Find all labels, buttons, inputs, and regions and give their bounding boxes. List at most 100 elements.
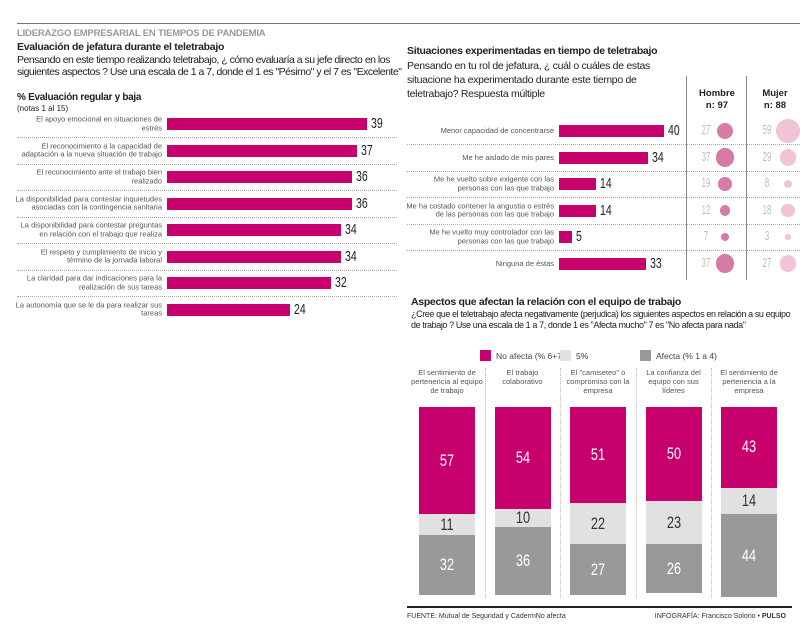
segment-value: 22 xyxy=(590,513,606,533)
column-separator xyxy=(711,368,713,598)
hombre-value: 12 xyxy=(701,201,711,217)
segment-value: 54 xyxy=(515,447,530,467)
bar-label: Me he aislado de mis pares xyxy=(462,152,554,162)
stacked-segment xyxy=(419,514,475,535)
segment-value: 32 xyxy=(439,554,455,574)
bar-label: El apoyo emocional en situaciones de est… xyxy=(36,114,162,132)
segment-value: 43 xyxy=(741,437,757,457)
bar-label: El reconocimiento a la capacidad de adap… xyxy=(21,141,162,159)
legend-swatch xyxy=(480,350,491,361)
hombre-label: Hombre xyxy=(699,88,735,99)
hombre-value: 37 xyxy=(701,254,711,270)
stacked-segment xyxy=(494,508,551,528)
row-separator xyxy=(17,216,397,218)
chart3-question: ¿Cree que el teletrabajo afecta negativa… xyxy=(411,309,791,330)
value-label: 37 xyxy=(360,141,373,159)
mujer-bubble xyxy=(779,255,797,272)
divider xyxy=(746,76,747,280)
stacked-segment xyxy=(419,534,475,595)
value-label: 32 xyxy=(335,274,347,291)
hombre-bubble xyxy=(718,177,732,191)
bar-label: El reconocimiento ante el trabajo bien r… xyxy=(36,167,163,185)
row-separator xyxy=(17,269,397,271)
legend-label: No afecta (% 6+7) xyxy=(496,351,565,361)
hombre-value: 37 xyxy=(701,148,711,164)
bar-label: El respeto y cumplimiento de inicio y té… xyxy=(40,247,162,265)
bar xyxy=(559,178,596,190)
mujer-label: Mujer xyxy=(762,88,788,99)
row-separator xyxy=(17,190,397,191)
column-separator xyxy=(484,368,487,598)
mujer-bubble xyxy=(781,203,795,218)
row-separator xyxy=(407,223,800,225)
row-separator xyxy=(17,243,397,244)
stacked-segment xyxy=(721,487,777,515)
segment-value: 36 xyxy=(515,551,530,571)
mujer-value: 18 xyxy=(762,201,772,217)
hombre-value: 19 xyxy=(701,175,711,190)
mujer-bubble xyxy=(779,149,797,166)
stacked-segment xyxy=(494,407,551,509)
mujer-sample: n: 88 xyxy=(763,100,787,111)
mujer-value: 3 xyxy=(764,228,770,243)
row-separator xyxy=(17,163,397,165)
bar xyxy=(167,277,332,289)
segment-value: 44 xyxy=(741,545,757,565)
bar-label: Me he vuelto muy controlador con las per… xyxy=(429,227,554,245)
bar-label: La disponibilidad para contestar pregunt… xyxy=(20,220,162,238)
category-label: La confianza del equipo con sus líderes xyxy=(646,368,701,395)
credit-text: INFOGRAFÍA: Francisco Solorio • xyxy=(654,613,762,620)
stacked-segment xyxy=(645,407,702,501)
column-separator xyxy=(560,368,562,598)
stacked-segment xyxy=(570,407,626,503)
mujer-value: 8 xyxy=(764,175,770,190)
category-label: El sentimiento de pertenencia a la empre… xyxy=(720,368,778,395)
bar xyxy=(167,171,352,183)
bar xyxy=(167,197,352,210)
bar xyxy=(559,257,646,270)
bar xyxy=(559,204,596,217)
mujer-bubble xyxy=(776,119,800,143)
hombre-header: Hombre n: 97 xyxy=(690,88,744,112)
hombre-value: 27 xyxy=(701,122,711,137)
bar-label: Me he vuelto sobre exigente con las pers… xyxy=(433,174,554,192)
divider xyxy=(686,76,687,280)
value-label: 34 xyxy=(345,221,358,238)
row-separator xyxy=(17,137,397,138)
bar xyxy=(559,125,665,137)
brand: PULSO xyxy=(761,613,786,620)
hombre-bubble xyxy=(720,232,730,242)
hombre-value: 7 xyxy=(703,228,709,243)
segment-value: 10 xyxy=(515,507,530,527)
value-label: 36 xyxy=(355,194,368,212)
bar xyxy=(559,231,573,243)
column-separator xyxy=(635,368,638,598)
segment-value: 51 xyxy=(590,444,606,464)
category-label: El "camiseteo" o compromiso con la empre… xyxy=(566,368,630,395)
segment-value: 26 xyxy=(666,558,681,578)
value-label: 34 xyxy=(345,247,358,265)
chart1-title: Evaluación de jefatura durante el teletr… xyxy=(17,41,225,53)
segment-value: 11 xyxy=(440,514,454,534)
stacked-segment xyxy=(645,501,702,545)
legend-swatch xyxy=(560,350,571,361)
bar-label: Me ha costado contener la angustia o est… xyxy=(406,201,554,219)
chart2-title: Situaciones experimentadas en tiempo de … xyxy=(407,45,658,57)
segment-value: 27 xyxy=(590,559,606,579)
row-separator xyxy=(407,170,800,172)
value-label: 14 xyxy=(599,201,612,219)
kicker: LIDERAZGO EMPRESARIAL EN TIEMPOS DE PAND… xyxy=(17,28,266,39)
chart1-question: Pensando en este tiempo realizando telet… xyxy=(17,54,402,78)
value-label: 33 xyxy=(649,254,662,272)
chart2-question: Pensando en tu rol de jefatura, ¿ cuál o… xyxy=(407,60,650,100)
mujer-value: 29 xyxy=(762,148,772,164)
hombre-bubble xyxy=(716,122,734,140)
bar-label: La autonomía que se le da para realizar … xyxy=(15,300,162,318)
value-label: 34 xyxy=(652,148,665,166)
legend-swatch xyxy=(640,350,651,361)
chart1-subtitle: % Evaluación regular y baja xyxy=(17,92,142,103)
stacked-segment xyxy=(570,502,626,545)
value-label: 5 xyxy=(576,228,582,245)
mujer-value: 27 xyxy=(762,254,772,270)
